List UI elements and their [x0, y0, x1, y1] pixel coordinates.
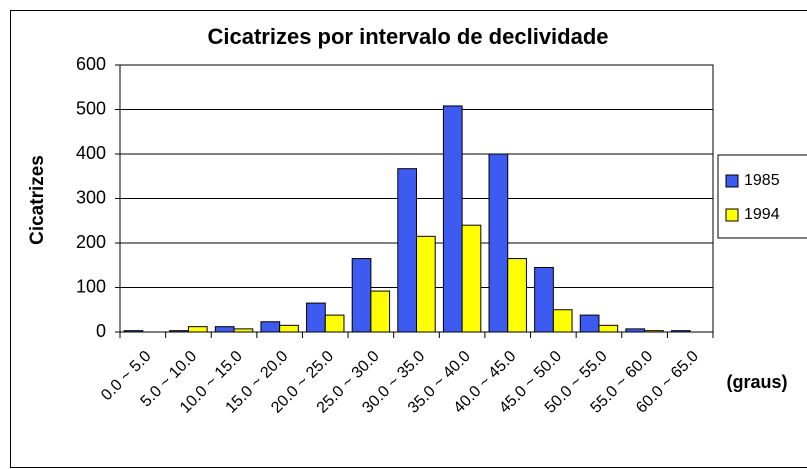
bar	[351, 258, 372, 333]
legend-swatch	[725, 208, 739, 222]
legend-swatch	[725, 174, 739, 188]
bar	[552, 309, 573, 333]
bar	[534, 266, 554, 333]
bar	[306, 302, 326, 333]
legend-box	[717, 154, 807, 239]
bar	[397, 168, 418, 333]
y-tick-label: 200	[76, 232, 106, 252]
y-tick-label: 600	[76, 54, 106, 74]
chart-title: Cicatrizes por intervalo de declividade	[207, 24, 608, 49]
y-tick-label: 300	[76, 187, 106, 207]
bar	[279, 324, 299, 333]
bar	[598, 324, 619, 333]
bar	[461, 224, 482, 333]
legend-label: 1994	[744, 206, 780, 223]
y-axis-label: Cicatrizes	[27, 155, 48, 245]
legend-label: 1985	[744, 172, 780, 189]
bar	[507, 258, 527, 333]
bar	[370, 290, 391, 333]
y-tick-label: 100	[76, 276, 106, 296]
y-tick-label: 400	[76, 143, 106, 163]
bar	[187, 326, 208, 333]
bar	[442, 105, 463, 333]
bar	[214, 326, 235, 333]
bar	[260, 321, 281, 333]
bar	[416, 235, 436, 333]
y-tick-label: 500	[76, 98, 106, 118]
bar	[324, 314, 345, 333]
x-axis-label: (graus)	[726, 372, 787, 392]
y-tick-label: 0	[96, 321, 106, 341]
bar	[488, 153, 509, 333]
bar	[579, 314, 600, 333]
